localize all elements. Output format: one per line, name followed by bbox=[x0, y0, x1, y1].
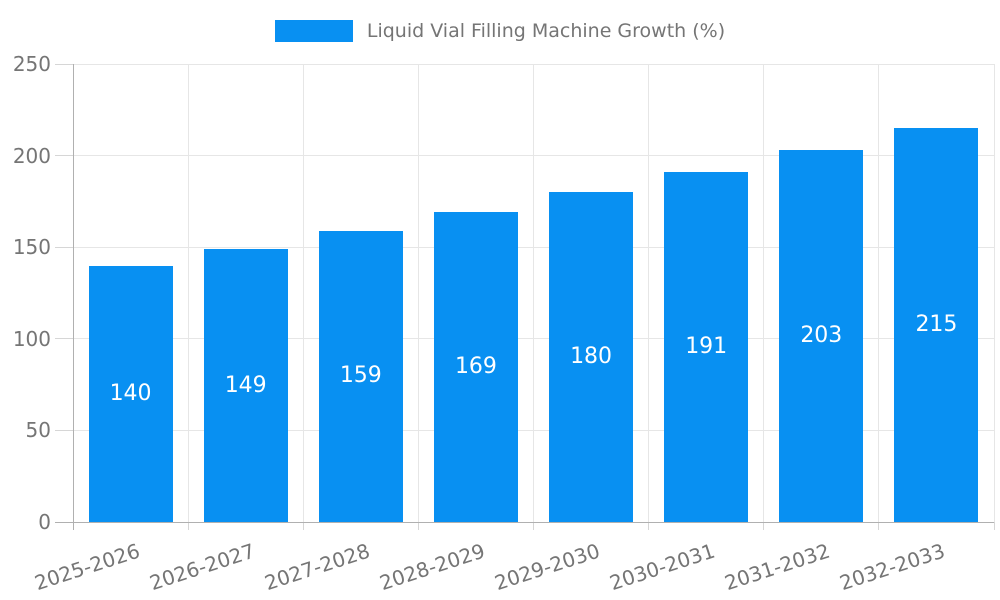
y-axis-label: 150 bbox=[12, 235, 51, 260]
y-axis-label: 200 bbox=[12, 143, 51, 168]
x-axis-tick bbox=[187, 522, 189, 530]
bar-value-label: 159 bbox=[339, 363, 382, 389]
legend: Liquid Vial Filling Machine Growth (%) bbox=[0, 17, 1000, 45]
x-axis-tick bbox=[533, 522, 534, 530]
y-axis-line bbox=[72, 64, 74, 530]
x-gridline bbox=[302, 64, 304, 522]
x-gridline bbox=[533, 64, 534, 522]
bar bbox=[779, 150, 864, 522]
bar bbox=[203, 249, 288, 522]
x-axis-label: 2026-2027 bbox=[146, 538, 258, 596]
x-axis-label: 2032-2033 bbox=[837, 538, 949, 596]
x-axis-tick bbox=[993, 522, 995, 530]
legend-label: Liquid Vial Filling Machine Growth (%) bbox=[366, 20, 726, 42]
bar-value-label: 149 bbox=[224, 372, 267, 398]
y-axis-tick bbox=[55, 246, 73, 248]
y-axis-tick bbox=[55, 338, 73, 340]
bar-value-label: 180 bbox=[570, 344, 613, 370]
x-axis-tick bbox=[648, 522, 650, 530]
bar-value-label: 140 bbox=[109, 380, 152, 406]
x-axis-label: 2031-2032 bbox=[721, 538, 834, 596]
x-axis-tick bbox=[763, 522, 765, 530]
x-gridline bbox=[993, 64, 995, 522]
bar-value-label: 191 bbox=[685, 334, 728, 360]
x-axis-label: 2028-2029 bbox=[376, 538, 488, 596]
x-axis-label: 2030-2031 bbox=[606, 538, 718, 596]
bar bbox=[433, 212, 518, 522]
bar bbox=[664, 172, 749, 522]
y-axis-tick bbox=[55, 155, 73, 157]
legend-swatch bbox=[274, 20, 353, 42]
bar bbox=[549, 192, 634, 522]
bar-value-label: 215 bbox=[915, 312, 958, 338]
bar bbox=[88, 265, 173, 522]
y-axis-label: 0 bbox=[38, 510, 51, 534]
bar bbox=[894, 128, 979, 522]
bar-value-label: 203 bbox=[800, 323, 843, 349]
x-gridline bbox=[878, 64, 880, 522]
x-axis-tick bbox=[878, 522, 880, 530]
x-gridline bbox=[187, 64, 189, 522]
x-gridline bbox=[417, 64, 419, 522]
x-axis-label: 2025-2026 bbox=[31, 538, 143, 596]
x-axis-label: 2027-2028 bbox=[261, 538, 373, 596]
x-gridline bbox=[763, 64, 765, 522]
bar bbox=[318, 230, 403, 522]
x-axis-line bbox=[55, 521, 994, 523]
y-axis-label: 50 bbox=[25, 418, 51, 443]
bar-value-label: 169 bbox=[454, 354, 497, 380]
y-axis-label: 100 bbox=[12, 326, 51, 351]
y-axis-tick bbox=[55, 63, 73, 65]
x-axis-tick bbox=[302, 522, 304, 530]
x-axis-label: 2029-2030 bbox=[491, 538, 603, 596]
x-gridline bbox=[648, 64, 650, 522]
x-axis-tick bbox=[417, 522, 419, 530]
y-axis-label: 250 bbox=[12, 52, 51, 76]
y-axis-tick bbox=[55, 429, 73, 431]
